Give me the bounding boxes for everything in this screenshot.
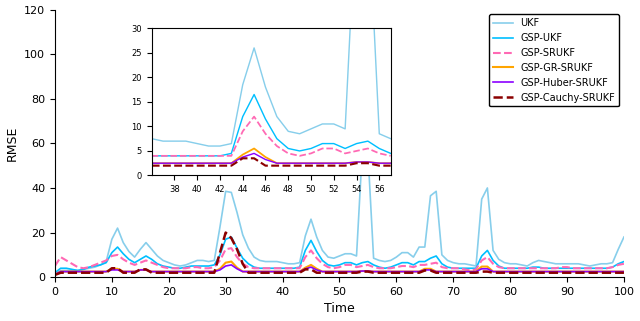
GSP-Cauchy-SRUKF bbox=[455, 271, 463, 275]
GSP-Huber-SRUKF bbox=[91, 270, 99, 273]
Line: GSP-Huber-SRUKF: GSP-Huber-SRUKF bbox=[55, 265, 624, 274]
GSP-UKF bbox=[227, 235, 235, 239]
GSP-UKF bbox=[193, 264, 201, 268]
Legend: UKF, GSP-UKF, GSP-SRUKF, GSP-GR-SRUKF, GSP-Huber-SRUKF, GSP-Cauchy-SRUKF: UKF, GSP-UKF, GSP-SRUKF, GSP-GR-SRUKF, G… bbox=[490, 14, 619, 107]
Line: UKF: UKF bbox=[55, 152, 624, 274]
GSP-SRUKF bbox=[51, 264, 59, 268]
GSP-Huber-SRUKF bbox=[484, 267, 492, 271]
GSP-GR-SRUKF bbox=[484, 265, 492, 268]
GSP-UKF bbox=[398, 261, 406, 265]
UKF bbox=[484, 186, 492, 190]
GSP-Huber-SRUKF bbox=[620, 270, 628, 273]
GSP-SRUKF bbox=[193, 265, 201, 269]
GSP-SRUKF bbox=[398, 264, 406, 268]
GSP-GR-SRUKF bbox=[620, 270, 628, 273]
Line: GSP-UKF: GSP-UKF bbox=[55, 237, 624, 273]
GSP-Huber-SRUKF bbox=[455, 270, 463, 273]
GSP-GR-SRUKF bbox=[455, 270, 463, 273]
UKF bbox=[455, 262, 463, 266]
GSP-SRUKF bbox=[319, 262, 326, 266]
GSP-UKF bbox=[319, 258, 326, 262]
GSP-UKF bbox=[51, 271, 59, 275]
GSP-SRUKF bbox=[227, 246, 235, 250]
GSP-Cauchy-SRUKF bbox=[222, 231, 230, 235]
GSP-UKF bbox=[91, 264, 99, 268]
GSP-GR-SRUKF bbox=[319, 270, 326, 273]
GSP-SRUKF bbox=[620, 262, 628, 266]
GSP-SRUKF bbox=[467, 269, 474, 273]
UKF bbox=[620, 235, 628, 239]
Y-axis label: RMSE: RMSE bbox=[6, 126, 19, 161]
GSP-Huber-SRUKF bbox=[193, 270, 201, 273]
Line: GSP-GR-SRUKF: GSP-GR-SRUKF bbox=[55, 262, 624, 274]
GSP-Cauchy-SRUKF bbox=[484, 270, 492, 273]
GSP-Huber-SRUKF bbox=[319, 270, 326, 273]
GSP-Cauchy-SRUKF bbox=[319, 271, 326, 275]
UKF bbox=[358, 150, 366, 154]
GSP-Cauchy-SRUKF bbox=[51, 273, 59, 277]
GSP-Cauchy-SRUKF bbox=[193, 271, 201, 275]
X-axis label: Time: Time bbox=[324, 302, 355, 316]
GSP-GR-SRUKF bbox=[51, 273, 59, 276]
GSP-GR-SRUKF bbox=[91, 270, 99, 273]
UKF bbox=[51, 272, 59, 276]
Line: GSP-SRUKF: GSP-SRUKF bbox=[55, 248, 624, 271]
GSP-Huber-SRUKF bbox=[227, 263, 235, 267]
GSP-UKF bbox=[455, 266, 463, 270]
UKF bbox=[193, 258, 201, 262]
GSP-GR-SRUKF bbox=[227, 260, 235, 264]
GSP-Cauchy-SRUKF bbox=[620, 271, 628, 275]
UKF bbox=[91, 265, 99, 269]
UKF bbox=[398, 251, 406, 255]
GSP-SRUKF bbox=[489, 262, 497, 266]
GSP-GR-SRUKF bbox=[193, 270, 201, 273]
GSP-Cauchy-SRUKF bbox=[91, 271, 99, 275]
GSP-Huber-SRUKF bbox=[51, 273, 59, 276]
GSP-Cauchy-SRUKF bbox=[398, 271, 406, 275]
Line: GSP-Cauchy-SRUKF: GSP-Cauchy-SRUKF bbox=[55, 233, 624, 275]
GSP-SRUKF bbox=[455, 266, 463, 270]
GSP-SRUKF bbox=[91, 263, 99, 267]
GSP-Huber-SRUKF bbox=[398, 270, 406, 273]
GSP-UKF bbox=[620, 260, 628, 264]
UKF bbox=[313, 235, 321, 239]
GSP-GR-SRUKF bbox=[398, 270, 406, 273]
GSP-UKF bbox=[484, 248, 492, 252]
